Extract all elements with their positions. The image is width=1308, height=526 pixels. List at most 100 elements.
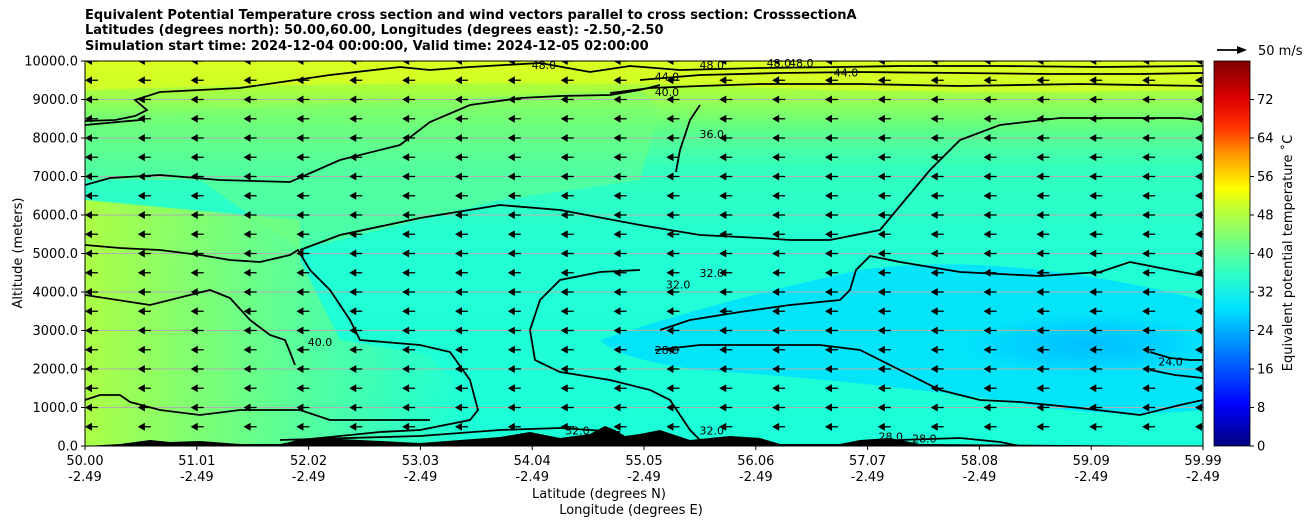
contour-label: 32.0: [699, 425, 724, 438]
wind-arrow: [190, 153, 204, 162]
wind-arrow: [402, 307, 416, 316]
wind-arrow: [243, 384, 257, 393]
wind-arrow: [1036, 134, 1050, 142]
x-axis-label-latitude: Latitude (degrees N): [532, 487, 666, 502]
wind-arrow: [877, 134, 891, 142]
wind-arrow: [560, 230, 574, 239]
colorbar-ticks: 0 8 16 24 32 40 48 56 64 72: [1250, 93, 1274, 455]
wind-arrow: [296, 326, 310, 335]
wind-arrow: [85, 134, 98, 142]
wind-arrow: [296, 230, 310, 239]
wind-arrow: [1036, 288, 1050, 296]
wind-arrow: [1089, 422, 1103, 431]
wind-arrow: [877, 153, 891, 162]
wind-arrow: [1036, 268, 1050, 277]
wind-arrow: [666, 134, 680, 142]
wind-arrow: [1142, 61, 1156, 65]
contour-label: 24.0: [1158, 355, 1183, 368]
wind-arrow: [296, 422, 310, 431]
wind-arrow: [877, 288, 891, 296]
wind-arrow: [719, 76, 733, 85]
wind-arrow: [1195, 95, 1203, 104]
wind-arrow: [983, 268, 997, 277]
wind-arrow: [137, 114, 151, 123]
x-tick-label-lon: -2.49: [292, 470, 326, 485]
wind-arrow: [772, 114, 786, 123]
wind-arrow: [772, 76, 786, 85]
wind-arrow: [613, 153, 627, 162]
x-tick-label-lat: 58.08: [961, 454, 998, 469]
wind-arrow: [1195, 307, 1203, 316]
contour-label: 32.0: [699, 267, 724, 280]
wind-arrow: [190, 61, 204, 65]
colorbar-tick-label: 48: [1257, 209, 1274, 224]
y-axis-label: Altitude (meters): [11, 198, 26, 309]
wind-arrow: [296, 191, 310, 200]
wind-arrow: [666, 230, 680, 239]
y-tick-label: 4000.0: [33, 286, 79, 301]
wind-arrow: [560, 268, 574, 277]
wind-arrow: [825, 326, 838, 335]
wind-arrow: [666, 95, 680, 104]
wind-arrow: [85, 345, 98, 354]
contour-label: 36.0: [699, 128, 724, 141]
wind-arrow: [613, 76, 627, 85]
wind-arrow: [983, 422, 997, 431]
wind-arrow: [402, 211, 416, 219]
contour-label: 48.0: [699, 59, 724, 72]
colorbar-tick-label: 64: [1257, 132, 1274, 147]
wind-arrow: [613, 95, 627, 104]
x-tick-label-lat: 53.03: [402, 454, 439, 469]
wind-arrow: [296, 95, 310, 104]
wind-arrow: [825, 230, 838, 239]
wind-arrow: [1089, 268, 1103, 277]
wind-arrow: [719, 134, 733, 142]
wind-arrow: [1195, 211, 1203, 219]
x-tick-label-lon: -2.49: [180, 470, 214, 485]
wind-arrow: [613, 230, 627, 239]
wind-arrow: [296, 211, 310, 219]
wind-arrow: [243, 134, 257, 142]
wind-arrow: [1089, 249, 1103, 258]
wind-arrow: [560, 172, 574, 181]
wind-arrow: [1142, 153, 1156, 162]
wind-arrow: [772, 61, 786, 65]
wind-arrow: [1089, 191, 1103, 200]
x-tick-label-lat: 51.01: [178, 454, 215, 469]
wind-arrow: [1142, 249, 1156, 258]
wind-arrow: [1142, 268, 1156, 277]
wind-arrow: [560, 403, 574, 412]
contour-label: 48.0: [789, 57, 814, 70]
wind-arrow: [560, 153, 574, 162]
wind-arrow: [983, 114, 997, 123]
x-tick-label-lon: -2.49: [1186, 470, 1220, 485]
y-tick-label: 6000.0: [33, 209, 79, 224]
wind-arrow: [719, 114, 733, 123]
wind-arrow: [772, 211, 786, 219]
wind-arrow: [1089, 403, 1103, 412]
y-tick-label: 2000.0: [33, 363, 79, 378]
colorbar-tick-label: 56: [1257, 170, 1274, 185]
wind-arrow: [507, 422, 521, 431]
wind-arrow: [560, 288, 574, 296]
wind-arrow: [1195, 172, 1203, 181]
wind-arrow: [877, 326, 891, 335]
wind-arrow: [402, 191, 416, 200]
wind-arrow: [983, 61, 997, 65]
chart-title: Equivalent Potential Temperature cross s…: [85, 8, 857, 23]
wind-arrow: [190, 288, 204, 296]
wind-arrow: [930, 61, 944, 65]
wind-arrow: [243, 268, 257, 277]
wind-arrow: [137, 134, 151, 142]
wind-arrow: [1089, 230, 1103, 239]
wind-arrow: [190, 403, 204, 412]
wind-arrow: [296, 61, 310, 65]
wind-arrow: [930, 134, 944, 142]
colorbar-tick-label: 8: [1257, 401, 1265, 416]
wind-arrow: [1142, 403, 1156, 412]
wind-arrow: [772, 384, 786, 393]
wind-arrow: [983, 230, 997, 239]
wind-arrow: [507, 345, 521, 354]
wind-arrow: [402, 345, 416, 354]
wind-arrow: [930, 95, 944, 104]
